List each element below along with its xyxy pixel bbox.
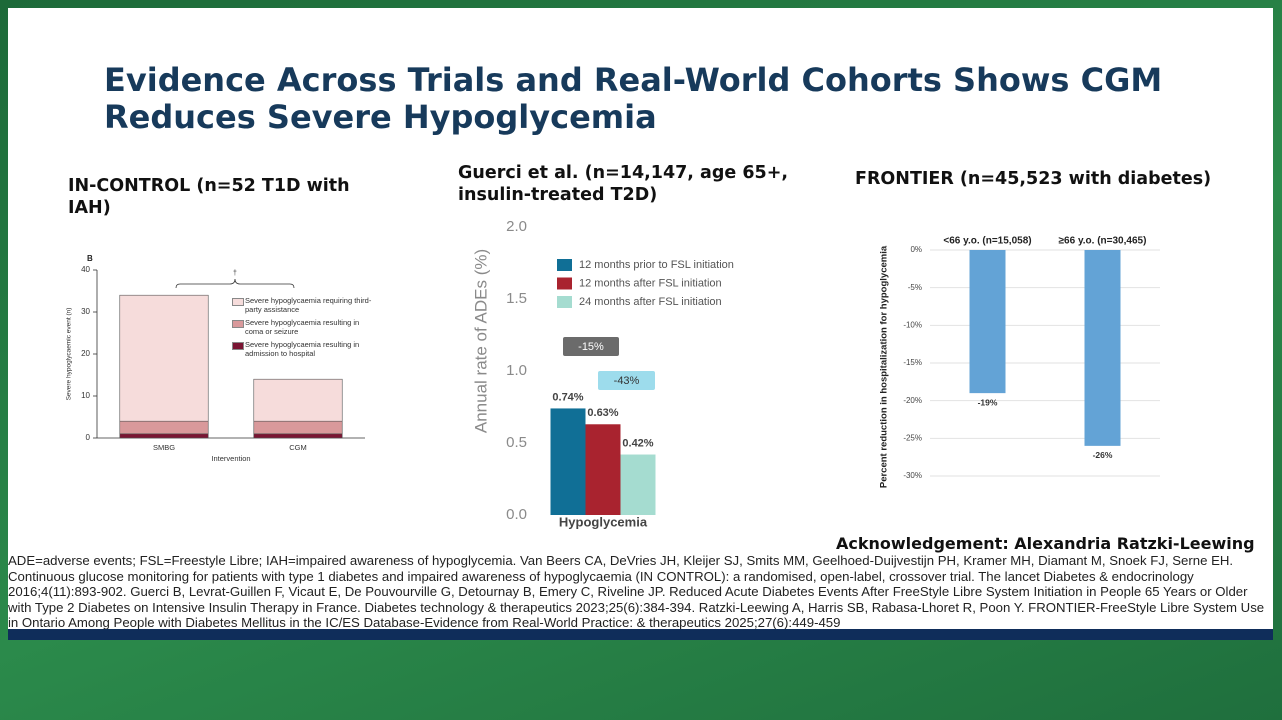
bar-segment <box>253 420 343 435</box>
x-axis-label: Intervention <box>211 454 250 463</box>
chart-heading: IN-CONTROL (n=52 T1D with IAH) <box>68 176 350 218</box>
x-tick-label: Hypoglycemia <box>559 514 648 529</box>
y-tick-label: 0.5 <box>506 434 527 451</box>
legend-label: 12 months prior to FSL initiation <box>579 259 734 271</box>
y-tick-label: -20% <box>903 396 922 405</box>
legend-label: Severe hypoglycaemia resulting in admiss… <box>245 340 360 358</box>
bar-segment <box>119 420 209 435</box>
legend-item: Severe hypoglycaemia requiring third-par… <box>232 296 377 314</box>
value-label: -26% <box>1093 450 1113 460</box>
chart-heading: Guerci et al. (n=14,147, age 65+, insuli… <box>458 163 789 205</box>
y-axis-label: Severe hypoglycaemic event (n) <box>66 308 73 401</box>
annotation-box <box>563 337 619 356</box>
x-tick-label: ≥66 y.o. (n=30,465) <box>1059 236 1147 247</box>
y-tick-label: -30% <box>903 471 922 480</box>
legend-label: Severe hypoglycaemia resulting in coma o… <box>245 318 360 336</box>
legend-label: 24 months after FSL initiation <box>579 296 722 308</box>
bar <box>1084 250 1121 446</box>
y-tick-label: 0% <box>910 245 922 254</box>
slide-panel <box>8 8 1273 632</box>
legend-swatch <box>557 259 572 271</box>
y-tick-label: -25% <box>903 433 922 442</box>
y-tick-label: 10 <box>81 391 90 400</box>
annotation: -15% <box>578 341 604 353</box>
bar-segment <box>253 378 343 422</box>
y-tick-label: 2.0 <box>506 218 527 235</box>
x-tick-label: CGM <box>289 443 307 452</box>
bar-segment <box>119 294 209 422</box>
significance-mark: † <box>233 270 237 277</box>
charts: 0 10 20 30 40 Severe hypoglycaemic event (n) B… <box>66 218 1160 529</box>
value-label: 0.63% <box>587 407 618 419</box>
y-axis-label: Annual rate of ADEs (%) <box>471 249 490 433</box>
value-label: 0.74% <box>552 391 583 403</box>
annotation: -43% <box>614 375 640 387</box>
annotation-box <box>598 371 655 390</box>
legend-swatch <box>232 342 244 350</box>
y-axis-label: Percent reduction in hospitalization for… <box>879 245 890 488</box>
slide-title: Evidence Across Trials and Real-World Co… <box>104 61 1163 136</box>
y-tick-label: 20 <box>81 349 90 358</box>
bar-segment <box>119 433 209 439</box>
chart-heading: FRONTIER (n=45,523 with diabetes) <box>855 169 1212 189</box>
panel-label: B <box>87 254 93 263</box>
acknowledgement: Acknowledgement: Alexandria Ratzki-Leewi… <box>836 534 1255 553</box>
x-tick-label: <66 y.o. (n=15,058) <box>943 236 1031 247</box>
y-tick-label: -10% <box>903 320 922 329</box>
bar <box>585 424 621 515</box>
significance-bracket <box>175 278 295 289</box>
y-tick-label: 30 <box>81 307 90 316</box>
legend-label: 12 months after FSL initiation <box>579 277 722 289</box>
bar <box>969 250 1006 394</box>
footnote: ADE=adverse events; FSL=Freestyle Libre;… <box>8 553 1265 631</box>
y-tick-label: 0 <box>86 433 91 442</box>
y-tick-label: 0.0 <box>506 506 527 523</box>
legend-swatch <box>557 277 572 290</box>
bar <box>620 454 656 515</box>
legend-swatch <box>232 320 244 328</box>
legend-item: Severe hypoglycaemia resulting in admiss… <box>232 340 377 358</box>
x-tick-label: SMBG <box>153 443 175 452</box>
y-tick-label: 1.5 <box>506 290 527 307</box>
legend-label: Severe hypoglycaemia requiring third-par… <box>245 296 372 314</box>
footer-band <box>8 629 1273 640</box>
legend-swatch <box>557 296 572 308</box>
bar-segment <box>253 433 343 439</box>
y-tick-label: 40 <box>81 265 90 274</box>
y-tick-label: 1.0 <box>506 362 527 379</box>
legend-swatch <box>232 298 244 306</box>
value-label: 0.42% <box>622 437 653 449</box>
bar <box>550 408 586 515</box>
legend-item: Severe hypoglycaemia resulting in coma o… <box>232 318 377 336</box>
value-label: -19% <box>978 397 998 407</box>
y-tick-label: -5% <box>908 283 922 292</box>
y-tick-label: -15% <box>903 358 922 367</box>
